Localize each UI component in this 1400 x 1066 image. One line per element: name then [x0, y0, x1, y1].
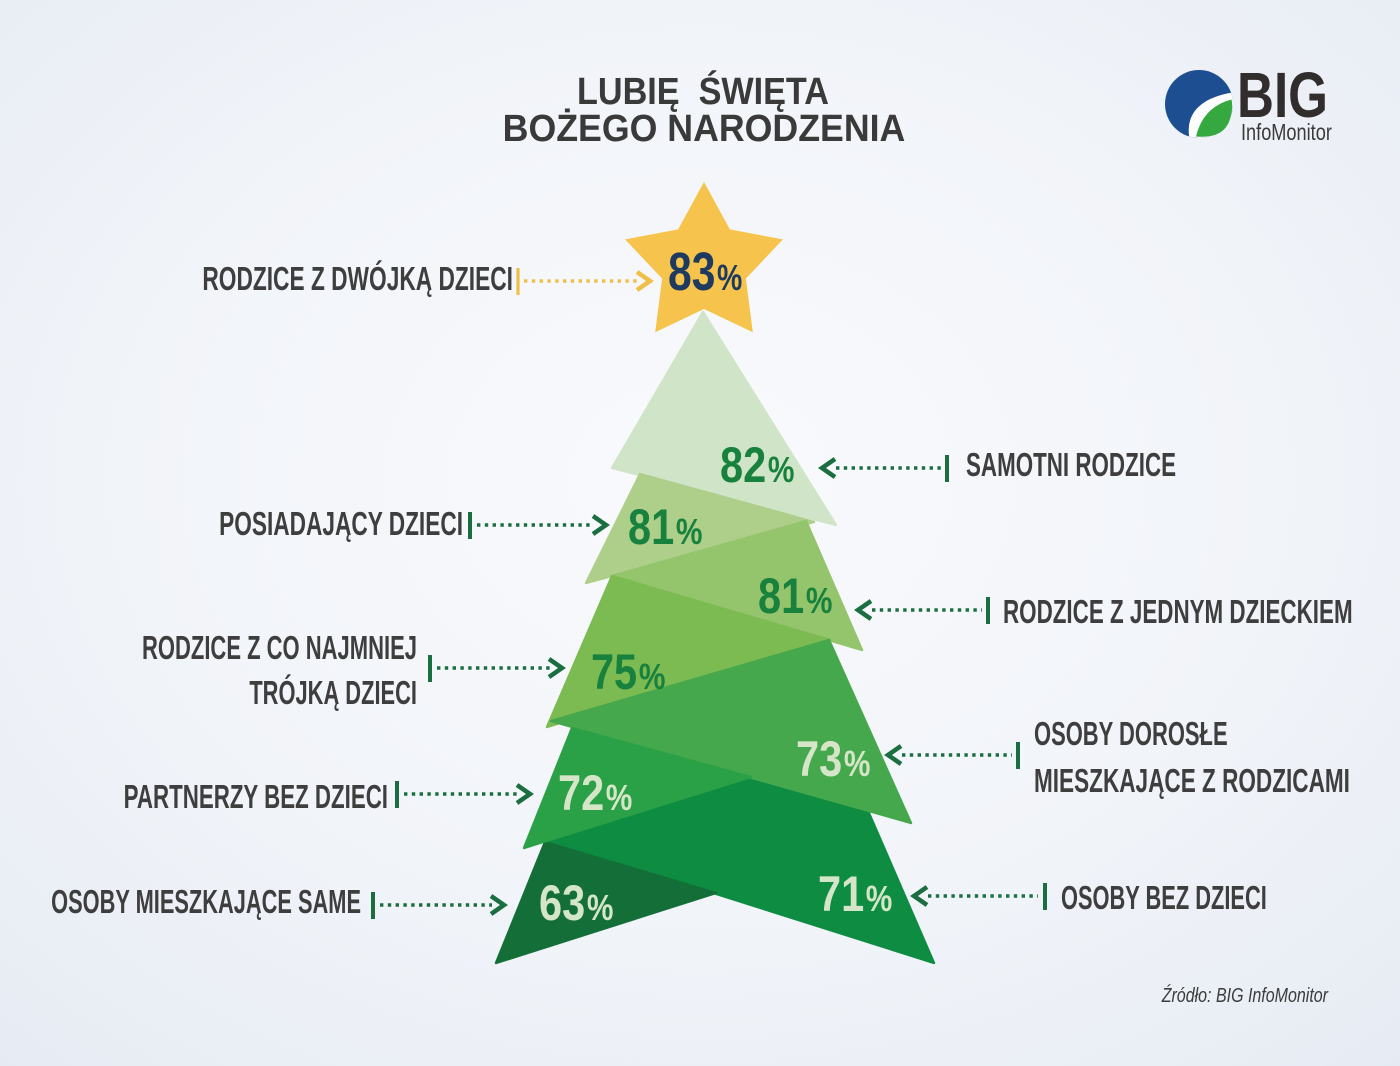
- svg-text:RODZICE Z DWÓJKĄ DZIECI: RODZICE Z DWÓJKĄ DZIECI: [202, 261, 513, 298]
- svg-text:SAMOTNI RODZICE: SAMOTNI RODZICE: [966, 446, 1176, 483]
- svg-text:Źródło: BIG InfoMonitor: Źródło: BIG InfoMonitor: [1161, 984, 1329, 1006]
- svg-text:OSOBY MIESZKAJĄCE SAME: OSOBY MIESZKAJĄCE SAME: [51, 884, 361, 921]
- svg-text:InfoMonitor: InfoMonitor: [1241, 120, 1332, 146]
- svg-text:MIESZKAJĄCE Z RODZICAMI: MIESZKAJĄCE Z RODZICAMI: [1034, 762, 1350, 799]
- svg-text:OSOBY BEZ DZIECI: OSOBY BEZ DZIECI: [1061, 880, 1267, 917]
- svg-text:POSIADAJĄCY DZIECI: POSIADAJĄCY DZIECI: [219, 505, 463, 542]
- svg-text:BOŻEGO NARODZENIA: BOŻEGO NARODZENIA: [503, 107, 906, 149]
- svg-text:PARTNERZY BEZ DZIECI: PARTNERZY BEZ DZIECI: [124, 779, 388, 815]
- svg-text:LUBIĘ ŚWIĘTA: LUBIĘ ŚWIĘTA: [577, 68, 829, 112]
- svg-text:RODZICE Z JEDNYM DZIECKIEM: RODZICE Z JEDNYM DZIECKIEM: [1003, 593, 1353, 630]
- svg-text:RODZICE Z CO NAJMNIEJ: RODZICE Z CO NAJMNIEJ: [142, 630, 417, 666]
- svg-text:BIG: BIG: [1237, 61, 1328, 132]
- svg-text:OSOBY DOROSŁE: OSOBY DOROSŁE: [1034, 716, 1228, 752]
- svg-text:TRÓJKĄ DZIECI: TRÓJKĄ DZIECI: [249, 675, 417, 712]
